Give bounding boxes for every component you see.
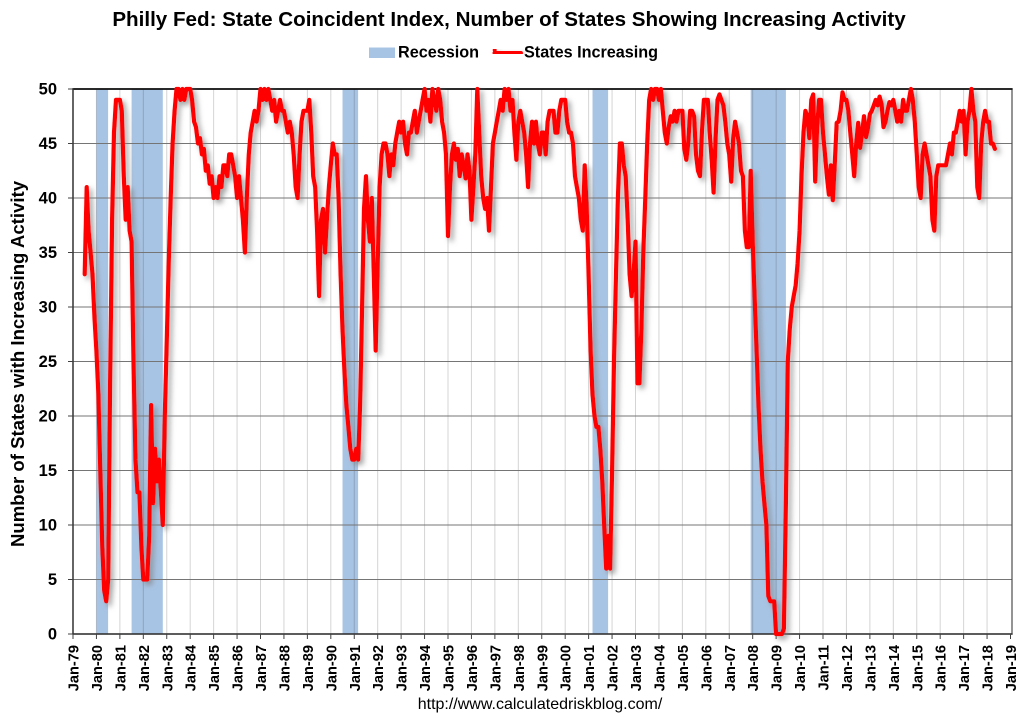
svg-text:Jan-09: Jan-09 xyxy=(770,645,786,691)
svg-text:Jan-79: Jan-79 xyxy=(67,645,83,691)
svg-text:25: 25 xyxy=(39,353,57,371)
svg-text:Jan-16: Jan-16 xyxy=(934,645,950,691)
svg-text:Jan-11: Jan-11 xyxy=(817,645,833,690)
svg-text:Jan-05: Jan-05 xyxy=(676,645,692,691)
svg-text:Jan-00: Jan-00 xyxy=(559,645,575,691)
svg-text:Jan-94: Jan-94 xyxy=(418,644,434,691)
svg-text:Jan-88: Jan-88 xyxy=(277,645,293,691)
svg-text:Jan-02: Jan-02 xyxy=(606,645,622,691)
svg-text:Number of States with Increasi: Number of States with Increasing Activit… xyxy=(7,180,28,547)
svg-text:Jan-81: Jan-81 xyxy=(113,645,129,691)
svg-text:5: 5 xyxy=(48,571,57,589)
svg-text:Jan-83: Jan-83 xyxy=(160,645,176,691)
svg-text:Jan-03: Jan-03 xyxy=(629,645,645,691)
svg-text:Jan-85: Jan-85 xyxy=(207,645,223,691)
svg-text:Jan-92: Jan-92 xyxy=(371,645,387,691)
svg-text:Jan-89: Jan-89 xyxy=(301,645,317,691)
svg-text:0: 0 xyxy=(48,626,57,644)
svg-text:Recession: Recession xyxy=(398,44,479,62)
svg-text:States Increasing: States Increasing xyxy=(524,44,658,62)
svg-text:Jan-17: Jan-17 xyxy=(957,645,973,691)
svg-text:Jan-12: Jan-12 xyxy=(840,645,856,691)
svg-text:30: 30 xyxy=(39,299,57,317)
svg-text:Jan-19: Jan-19 xyxy=(1004,645,1020,691)
svg-text:http://www.calculatedriskblog.: http://www.calculatedriskblog.com/ xyxy=(418,696,663,713)
svg-text:Jan-01: Jan-01 xyxy=(582,645,598,691)
svg-text:Jan-98: Jan-98 xyxy=(512,645,528,691)
svg-text:Jan-87: Jan-87 xyxy=(254,645,270,691)
svg-text:35: 35 xyxy=(39,244,57,262)
svg-text:Jan-06: Jan-06 xyxy=(699,645,715,691)
svg-text:45: 45 xyxy=(39,135,57,153)
svg-text:Jan-80: Jan-80 xyxy=(90,645,106,691)
svg-text:Philly Fed: State Coincident I: Philly Fed: State Coincident Index, Numb… xyxy=(112,8,906,31)
svg-text:Jan-15: Jan-15 xyxy=(910,645,926,691)
svg-text:Jan-04: Jan-04 xyxy=(652,644,668,691)
svg-text:Jan-10: Jan-10 xyxy=(793,645,809,691)
svg-text:Jan-90: Jan-90 xyxy=(324,645,340,691)
svg-text:Jan-96: Jan-96 xyxy=(465,645,481,691)
svg-text:Jan-18: Jan-18 xyxy=(981,645,997,691)
svg-text:Jan-84: Jan-84 xyxy=(184,644,200,691)
svg-text:Jan-82: Jan-82 xyxy=(137,645,153,691)
svg-text:Jan-86: Jan-86 xyxy=(231,645,247,691)
svg-text:20: 20 xyxy=(39,408,57,426)
svg-text:Jan-91: Jan-91 xyxy=(348,645,364,691)
svg-text:Jan-93: Jan-93 xyxy=(395,645,411,691)
svg-text:Jan-99: Jan-99 xyxy=(535,645,551,691)
svg-text:40: 40 xyxy=(39,190,57,208)
svg-text:15: 15 xyxy=(39,462,57,480)
svg-text:Jan-97: Jan-97 xyxy=(488,645,504,691)
svg-text:50: 50 xyxy=(39,81,57,99)
svg-text:Jan-08: Jan-08 xyxy=(746,645,762,691)
svg-text:Jan-95: Jan-95 xyxy=(442,645,458,691)
svg-text:Jan-13: Jan-13 xyxy=(863,645,879,691)
svg-text:Jan-14: Jan-14 xyxy=(887,644,903,691)
svg-text:10: 10 xyxy=(39,517,57,535)
svg-text:Jan-07: Jan-07 xyxy=(723,645,739,691)
